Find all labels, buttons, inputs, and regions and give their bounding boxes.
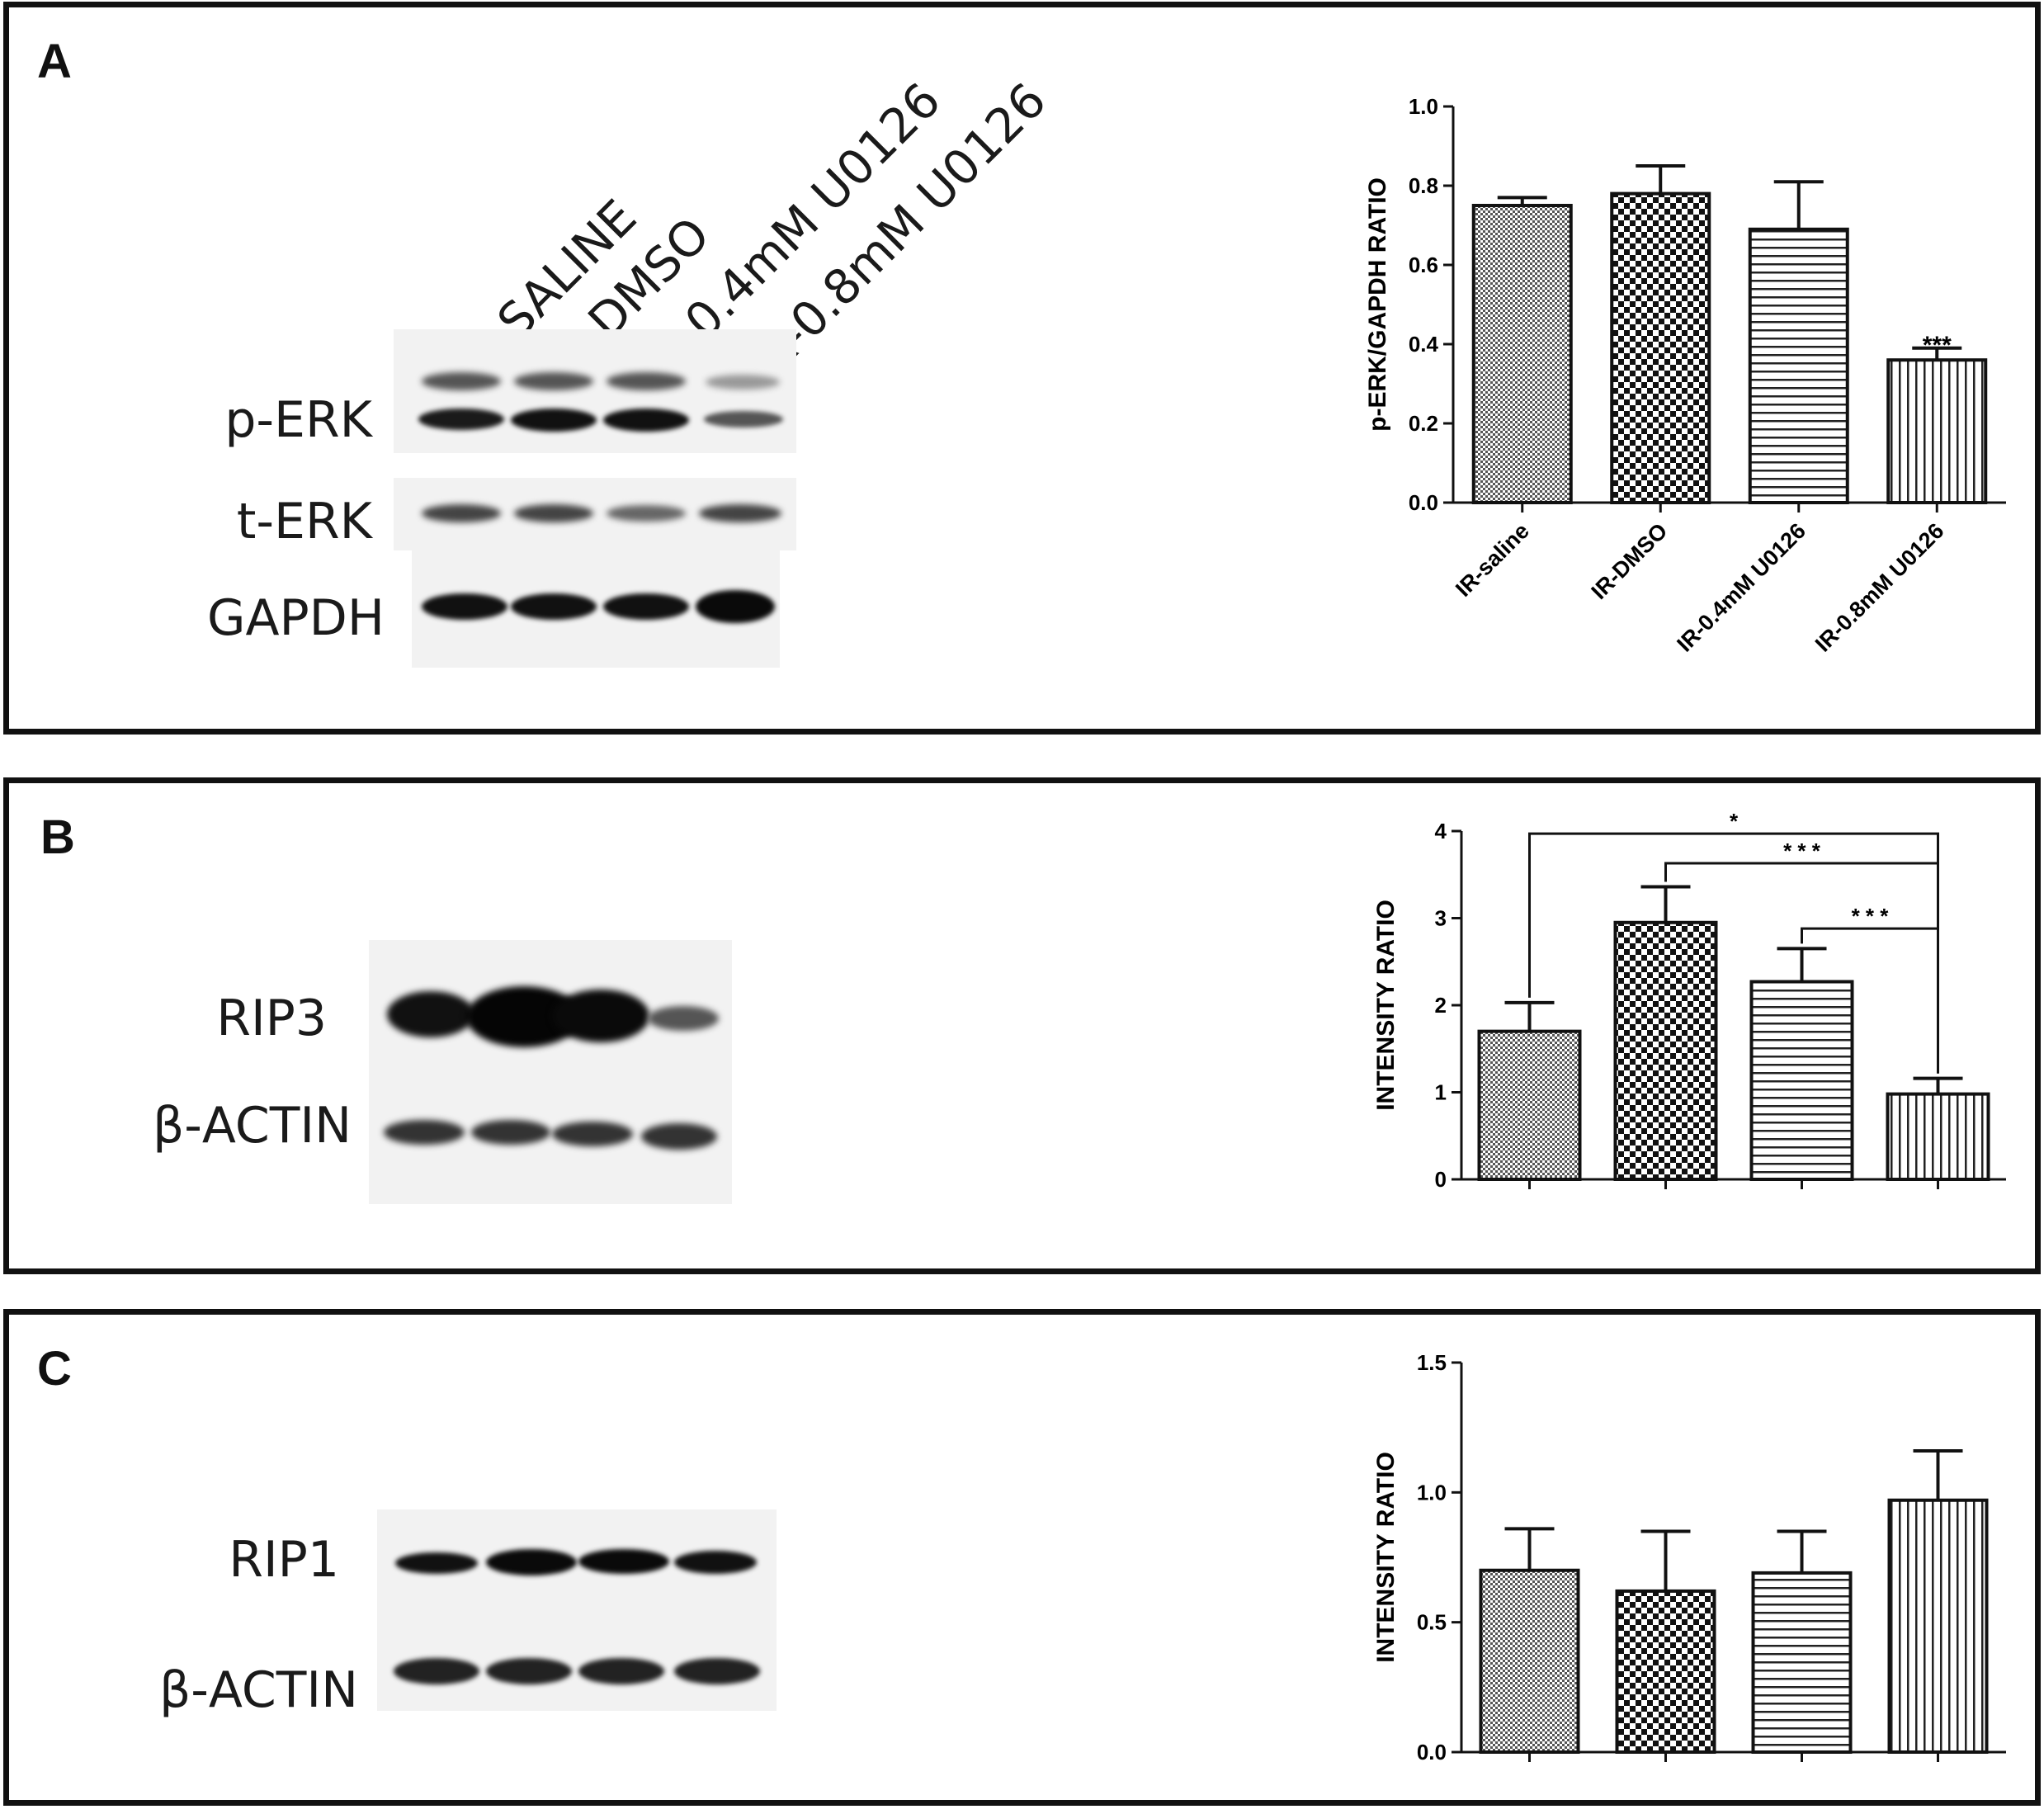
blot-band bbox=[514, 504, 593, 522]
blot-band bbox=[486, 1658, 572, 1684]
blot-band bbox=[603, 409, 689, 432]
blot-band bbox=[696, 590, 775, 623]
bar bbox=[1748, 227, 1849, 505]
blot-band bbox=[384, 1120, 465, 1145]
bar bbox=[1615, 1589, 1716, 1755]
bar bbox=[1887, 1498, 1989, 1754]
blot-band bbox=[511, 593, 597, 620]
blot-band bbox=[514, 372, 593, 390]
blot-band bbox=[387, 991, 474, 1037]
bar bbox=[1613, 920, 1718, 1181]
blot-band bbox=[648, 1006, 719, 1031]
panel-b: B RIP3 β-ACTIN 0 1 2 3 4 INTENSITY RATIO * * * … bbox=[3, 777, 2041, 1274]
panel-c: C RIP1 β-ACTIN 0.0 0.5 1.0 1.5 INTENSITY RAT… bbox=[3, 1309, 2041, 1806]
bar bbox=[1886, 358, 1988, 505]
blot-band bbox=[422, 504, 501, 522]
blot-band bbox=[422, 372, 501, 390]
y-tick-label: 2 bbox=[1435, 993, 1447, 1018]
blot-band bbox=[578, 1549, 669, 1574]
blot-band bbox=[418, 409, 504, 430]
x-tick-label: IR-0.8mM U0126 bbox=[1810, 518, 1949, 657]
y-tick-label: 0.0 bbox=[1409, 490, 1438, 515]
blot-label-rip1: RIP1 bbox=[229, 1531, 339, 1589]
bar bbox=[1610, 191, 1711, 504]
y-tick-label: 0.5 bbox=[1417, 1610, 1447, 1635]
blot-label-t-erk: t-ERK bbox=[236, 493, 372, 550]
y-tick-label: 1 bbox=[1435, 1080, 1447, 1105]
bar-chart-rip3: 0 1 2 3 4 INTENSITY RATIO * * * * * * * bbox=[1372, 809, 2006, 1192]
y-tick-label: 4 bbox=[1435, 819, 1447, 843]
y-tick-label: 3 bbox=[1435, 906, 1447, 931]
panel-letter: A bbox=[37, 35, 72, 88]
bar-chart-p-erk: 0.0 0.2 0.4 0.6 0.8 1.0 p-ERK/GAPDH RATIO IR-sa… bbox=[1364, 94, 2006, 657]
y-tick-label: 1.0 bbox=[1417, 1480, 1447, 1505]
blot-band bbox=[699, 504, 781, 522]
significance-label: *** bbox=[1923, 332, 1952, 359]
blot-band bbox=[511, 409, 597, 432]
bar bbox=[1886, 1092, 1990, 1181]
panel-letter: B bbox=[40, 810, 75, 864]
blot-band bbox=[607, 505, 686, 522]
bar bbox=[1479, 1568, 1580, 1754]
bar bbox=[1749, 980, 1854, 1181]
blot-label-gapdh: GAPDH bbox=[206, 589, 385, 647]
blot-label-beta-actin: β-ACTIN bbox=[152, 1097, 352, 1155]
blot-image-p-erk bbox=[394, 329, 796, 453]
y-tick-label: 0 bbox=[1435, 1167, 1447, 1192]
y-tick-label: 0.8 bbox=[1409, 173, 1438, 198]
blot-image-rip3 bbox=[369, 940, 732, 1204]
blot-band bbox=[578, 1658, 664, 1684]
y-axis-label: p-ERK/GAPDH RATIO bbox=[1364, 177, 1391, 432]
blot-label-p-erk: p-ERK bbox=[224, 391, 372, 449]
x-tick-label: IR-0.4mM U0126 bbox=[1672, 518, 1810, 657]
y-tick-label: 0.0 bbox=[1417, 1740, 1447, 1764]
blot-image-t-erk bbox=[394, 478, 796, 550]
blot-image-rip1 bbox=[377, 1509, 777, 1711]
significance-label: * * * bbox=[1852, 904, 1890, 928]
blot-band bbox=[704, 411, 783, 428]
panel-a: A IR-SALINE IR-DMSO IR-0.4mM U0126 IR-0.… bbox=[3, 2, 2041, 735]
significance-label: * * * bbox=[1783, 839, 1821, 863]
blot-band bbox=[607, 372, 686, 390]
significance-label: * bbox=[1730, 809, 1739, 834]
bar bbox=[1471, 204, 1573, 504]
y-axis-label: INTENSITY RATIO bbox=[1372, 900, 1400, 1111]
blot-band bbox=[706, 375, 780, 390]
blot-band bbox=[394, 1658, 479, 1684]
blot-band bbox=[641, 1123, 717, 1150]
bar-chart-rip1: 0.0 0.5 1.0 1.5 INTENSITY RATIO bbox=[1372, 1350, 2006, 1764]
y-tick-label: 0.6 bbox=[1409, 253, 1438, 277]
blot-band bbox=[674, 1551, 757, 1574]
x-tick-label: IR-DMSO bbox=[1587, 518, 1673, 604]
y-axis-label: INTENSITY RATIO bbox=[1372, 1452, 1400, 1663]
blot-band bbox=[552, 990, 649, 1042]
panel-letter: C bbox=[37, 1342, 72, 1396]
y-tick-label: 1.0 bbox=[1409, 94, 1438, 119]
blot-band bbox=[674, 1658, 760, 1684]
bar bbox=[1751, 1571, 1853, 1754]
significance-bracket bbox=[1801, 927, 1939, 1074]
blot-band bbox=[486, 1549, 577, 1575]
y-tick-label: 1.5 bbox=[1417, 1350, 1447, 1375]
y-tick-label: 0.4 bbox=[1409, 332, 1439, 357]
blot-band bbox=[422, 593, 507, 620]
y-tick-label: 0.2 bbox=[1409, 411, 1438, 436]
blot-band bbox=[395, 1552, 478, 1574]
bar bbox=[1477, 1029, 1582, 1181]
blot-image-gapdh bbox=[412, 544, 780, 668]
blot-band bbox=[603, 593, 689, 620]
blot-band bbox=[471, 1120, 550, 1145]
significance-bracket bbox=[1528, 832, 1939, 1074]
blot-label-rip3: RIP3 bbox=[216, 990, 327, 1047]
blot-band bbox=[552, 1122, 633, 1146]
x-tick-label: IR-saline bbox=[1451, 518, 1534, 602]
blot-label-beta-actin: β-ACTIN bbox=[158, 1661, 358, 1719]
